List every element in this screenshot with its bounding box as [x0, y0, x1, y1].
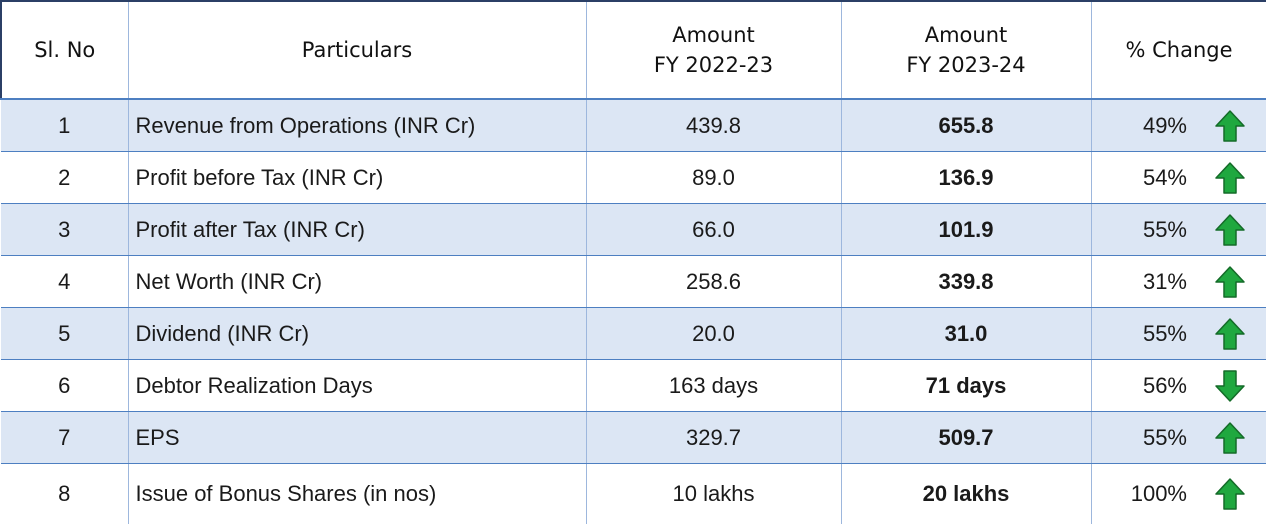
table-cell: 329.7: [585, 411, 841, 464]
trend-arrow: [1215, 213, 1245, 246]
table-cell: Net Worth (INR Cr): [127, 255, 586, 308]
header-text: Particulars: [301, 38, 413, 62]
table-cell: 100%: [1090, 463, 1266, 524]
header-text: % Change: [1125, 38, 1233, 62]
arrow-shape: [1215, 161, 1245, 194]
header-text: Sl. No: [34, 38, 96, 62]
table-cell: 66.0: [585, 203, 841, 256]
table-cell: 258.6: [585, 255, 841, 308]
header-text: FY 2022-23: [653, 53, 774, 77]
table-cell: 439.8: [585, 99, 841, 152]
arrow-shape: [1215, 213, 1245, 246]
table-cell: 136.9: [840, 151, 1091, 204]
table-cell: 31.0: [840, 307, 1091, 360]
table-cell: 8: [58, 481, 71, 506]
arrow-shape: [1215, 369, 1245, 402]
table-row: 2 Profit before Tax (INR Cr) 89.0 136.9 54%: [1, 151, 1266, 204]
table-cell: 5: [1, 307, 128, 360]
trend-arrow: [1215, 421, 1245, 454]
table-cell: 55%: [1090, 307, 1266, 360]
table-cell: 55%: [1090, 411, 1266, 464]
arrow-shape: [1215, 109, 1245, 142]
table-cell: 163 days: [585, 359, 841, 412]
header-text: FY 2023-24: [906, 53, 1026, 77]
table-cell: 509.7: [840, 411, 1091, 464]
table-cell: Profit before Tax (INR Cr): [127, 151, 586, 204]
arrow-shape: [1215, 317, 1245, 350]
table-cell: 54%: [1090, 151, 1266, 204]
table-cell: 339.8: [840, 255, 1091, 308]
table-cell: 56%: [1090, 359, 1266, 412]
table-cell: 101.9: [840, 203, 1091, 256]
table-cell: 1: [1, 99, 128, 152]
trend-arrow: [1215, 109, 1245, 142]
table-cell: 71 days: [840, 359, 1091, 412]
table-cell: 20 lakhs: [840, 463, 1091, 524]
table-cell: 3: [1, 203, 128, 256]
arrow-shape: [1215, 265, 1245, 298]
header-text: Amount: [924, 23, 1008, 47]
table-cell: 55%: [1090, 203, 1266, 256]
header-text: Amount: [672, 23, 755, 47]
table-cell: 655.8: [840, 99, 1091, 152]
trend-arrow: [1215, 265, 1245, 298]
table-cell: 6: [1, 359, 128, 412]
table-row: 5 Dividend (INR Cr) 20.0 31.0 55%: [1, 307, 1266, 360]
table-cell: 2: [1, 151, 128, 204]
table-row: 6 Debtor Realization Days 163 days 71 days 5…: [1, 359, 1266, 412]
table-cell: Dividend (INR Cr): [127, 307, 586, 360]
arrow-shape: [1215, 478, 1245, 510]
table-cell: 89.0: [585, 151, 841, 204]
table-row: 7 EPS 329.7 509.7 55%: [1, 411, 1266, 464]
table-cell: 31%: [1090, 255, 1266, 308]
table-cell: Profit after Tax (INR Cr): [127, 203, 586, 256]
header-cell: Particulars: [127, 0, 586, 100]
table-row: 1 Revenue from Operations (INR Cr) 439.8 65…: [1, 99, 1266, 152]
table-cell: 20.0: [585, 307, 841, 360]
header-cell: % Change: [1090, 0, 1266, 100]
table-row: 4 Net Worth (INR Cr) 258.6 339.8 31%: [1, 255, 1266, 308]
table-cell: Issue of Bonus Shares (in nos): [127, 463, 586, 524]
table-cell: 49%: [1090, 99, 1266, 152]
header-cell: Amount FY 2023-24: [840, 0, 1091, 100]
table-cell: 10 lakhs: [585, 463, 841, 524]
header-cell: Amount FY 2022-23: [585, 0, 841, 100]
table-row: 3 Profit after Tax (INR Cr) 66.0 101.9 55%: [1, 203, 1266, 256]
table-cell: 4: [1, 255, 128, 308]
trend-arrow: [1215, 369, 1245, 402]
header-cell: Sl. No: [0, 0, 128, 100]
trend-arrow: [1215, 317, 1245, 350]
table-row: 8 Issue of Bonus Shares (in nos) 10 lakhs 2…: [1, 463, 1266, 524]
table-cell: 7: [1, 411, 128, 464]
table-cell: Revenue from Operations (INR Cr): [127, 99, 586, 152]
header-row: Sl. No Particulars Amount FY 2022-23 Amount F…: [0, 0, 1266, 100]
trend-arrow: [1215, 161, 1245, 194]
trend-arrow: [1215, 478, 1245, 510]
table-cell: EPS: [127, 411, 586, 464]
arrow-shape: [1215, 421, 1245, 454]
table-cell: Debtor Realization Days: [127, 359, 586, 412]
